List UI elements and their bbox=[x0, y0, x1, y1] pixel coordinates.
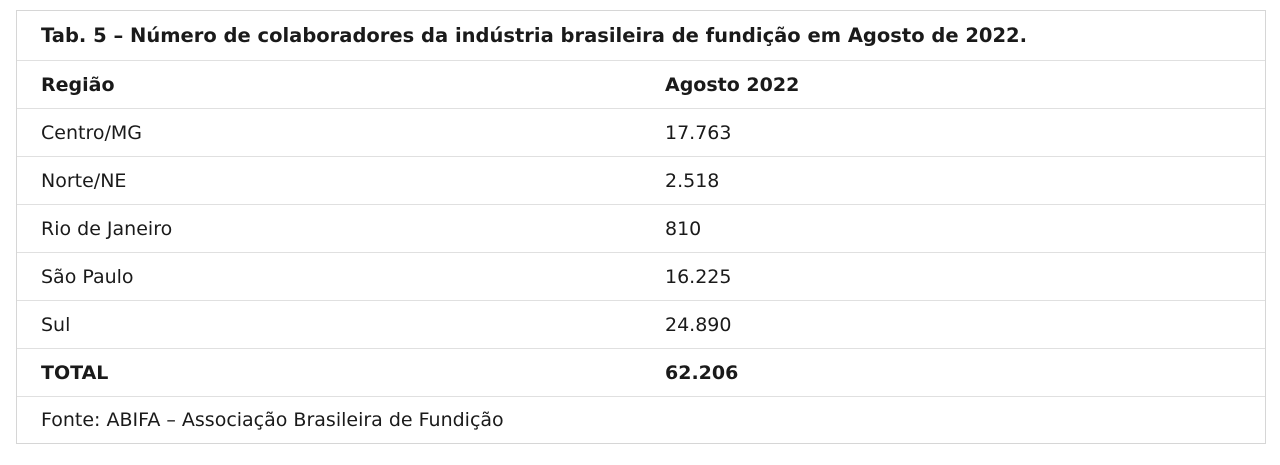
value-cell: 17.763 bbox=[665, 121, 732, 144]
total-label: TOTAL bbox=[41, 361, 109, 384]
header-region: Região bbox=[41, 73, 115, 96]
data-table: Tab. 5 – Número de colaboradores da indú… bbox=[16, 10, 1266, 444]
source-note: Fonte: ABIFA – Associação Brasileira de … bbox=[41, 409, 504, 431]
table-row: Sul 24.890 bbox=[17, 301, 1265, 349]
table-total-row: TOTAL 62.206 bbox=[17, 349, 1265, 397]
region-cell: Rio de Janeiro bbox=[41, 217, 173, 240]
total-value: 62.206 bbox=[665, 361, 739, 384]
value-cell: 16.225 bbox=[665, 265, 732, 288]
table-row: Rio de Janeiro 810 bbox=[17, 205, 1265, 253]
table-row: Norte/NE 2.518 bbox=[17, 157, 1265, 205]
table-header-row: Região Agosto 2022 bbox=[17, 61, 1265, 109]
header-period: Agosto 2022 bbox=[665, 73, 800, 96]
table-source-row: Fonte: ABIFA – Associação Brasileira de … bbox=[17, 397, 1265, 443]
value-cell: 24.890 bbox=[665, 313, 732, 336]
region-cell: Norte/NE bbox=[41, 169, 127, 192]
table-caption: Tab. 5 – Número de colaboradores da indú… bbox=[41, 24, 1028, 47]
region-cell: Centro/MG bbox=[41, 121, 142, 144]
table-row: São Paulo 16.225 bbox=[17, 253, 1265, 301]
value-cell: 810 bbox=[665, 217, 702, 240]
region-cell: São Paulo bbox=[41, 265, 134, 288]
table-row: Centro/MG 17.763 bbox=[17, 109, 1265, 157]
value-cell: 2.518 bbox=[665, 169, 720, 192]
region-cell: Sul bbox=[41, 313, 71, 336]
table-caption-row: Tab. 5 – Número de colaboradores da indú… bbox=[17, 11, 1265, 61]
